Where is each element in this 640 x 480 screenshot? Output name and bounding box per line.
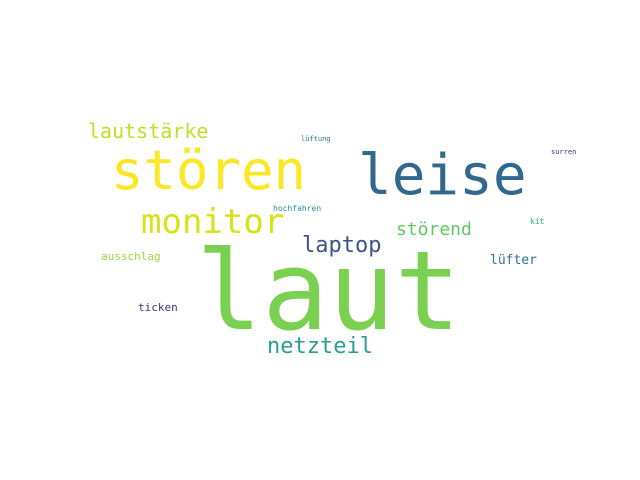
word-luefter: lüfter [490,253,537,268]
word-hochfahren: hochfahren [273,204,322,213]
word-leise: leise [358,143,527,208]
word-stoerend: störend [396,219,472,240]
word-laut: laut [196,227,461,355]
word-ausschlag: ausschlag [101,250,161,263]
word-netzteil: netzteil [267,334,373,359]
word-laptop: laptop [302,233,382,258]
word-kit: kit [530,217,545,226]
word-monitor: monitor [141,202,285,242]
word-lueftung: lüftung [301,135,331,143]
word-surren: surren [551,148,577,156]
word-ticken: ticken [138,301,178,314]
word-lautstaerke: lautstärke [88,119,209,143]
word-stoeren: stören [111,139,307,202]
